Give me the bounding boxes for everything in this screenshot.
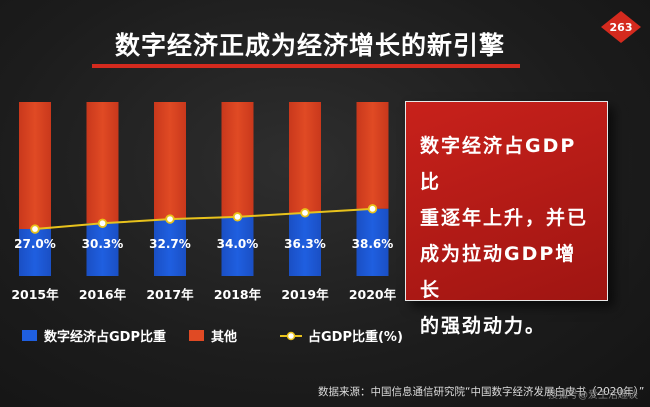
- data-label-0: 27.0%: [14, 237, 56, 251]
- data-label-3: 34.0%: [217, 237, 259, 251]
- chart-legend: 数字经济占GDP比重 其他 占GDP比重(%): [22, 326, 422, 346]
- bar-digital-5: [356, 208, 389, 276]
- ratio-point-2: [165, 214, 175, 224]
- x-tick-label-2: 2017年: [146, 287, 194, 302]
- bar-other-0: [19, 102, 51, 230]
- callout-line-1: 数字经济占GDP比: [420, 135, 577, 193]
- legend-item-digital: 数字经济占GDP比重: [22, 326, 166, 345]
- legend-label-ratio: 占GDP比重(%): [308, 330, 403, 345]
- bar-other-1: [86, 102, 119, 224]
- ratio-point-0: [30, 224, 40, 234]
- callout-line-4: 的强劲动力。: [420, 315, 547, 337]
- ratio-point-1: [97, 218, 108, 228]
- bar-other-2: [154, 102, 186, 220]
- callout-line-2: 重逐年上升，并已: [420, 207, 589, 229]
- data-source-note: 数据来源：中国信息通信研究院“中国数字经济发展白皮书（2020年）”: [318, 386, 645, 398]
- page-title: 数字经济正成为经济增长的新引擎: [114, 31, 505, 60]
- x-tick-label-5: 2020年: [349, 287, 397, 302]
- legend-swatch-other: [189, 330, 204, 341]
- ratio-point-5: [367, 204, 378, 214]
- bar-digital-2: [154, 219, 186, 276]
- legend-line-icon: [280, 331, 302, 340]
- x-tick-label-3: 2018年: [214, 287, 262, 302]
- ratio-point-3: [232, 212, 243, 222]
- legend-item-ratio: 占GDP比重(%): [280, 326, 403, 345]
- watermark: 搜狐号@爱生活趣谈: [548, 390, 638, 401]
- stacked-bar-chart: 27.0% 2015年 30.3% 2016年 32.7% 2017年 34.0% 2018年…: [0, 90, 400, 320]
- bar-digital-4: [289, 212, 321, 276]
- title-underline: [92, 64, 520, 68]
- callout-line-3: 成为拉动GDP增长: [420, 243, 577, 301]
- legend-item-other: 其他: [189, 326, 237, 345]
- callout-box: 数字经济占GDP比 重逐年上升，并已 成为拉动GDP增长 的强劲动力。: [405, 101, 608, 337]
- brand-logo: 263: [600, 10, 642, 44]
- bar-other-3: [221, 102, 254, 217]
- legend-label-other: 其他: [211, 330, 238, 345]
- legend-label-digital: 数字经济占GDP比重: [44, 330, 166, 345]
- data-label-2: 32.7%: [149, 237, 191, 251]
- bar-digital-1: [86, 223, 119, 276]
- x-tick-label-1: 2016年: [79, 287, 127, 302]
- bar-other-4: [289, 102, 321, 213]
- ratio-line: [34, 207, 373, 231]
- data-label-1: 30.3%: [82, 237, 124, 251]
- logo-text: 263: [610, 21, 633, 34]
- ratio-point-4: [300, 208, 310, 218]
- data-label-4: 36.3%: [284, 237, 326, 251]
- bar-digital-3: [221, 216, 254, 276]
- legend-swatch-digital: [22, 330, 37, 341]
- bar-digital-0: [19, 229, 51, 276]
- x-tick-label-0: 2015年: [11, 287, 59, 302]
- x-tick-label-4: 2019年: [281, 287, 329, 302]
- bar-other-5: [356, 102, 389, 209]
- data-label-5: 38.6%: [352, 237, 394, 251]
